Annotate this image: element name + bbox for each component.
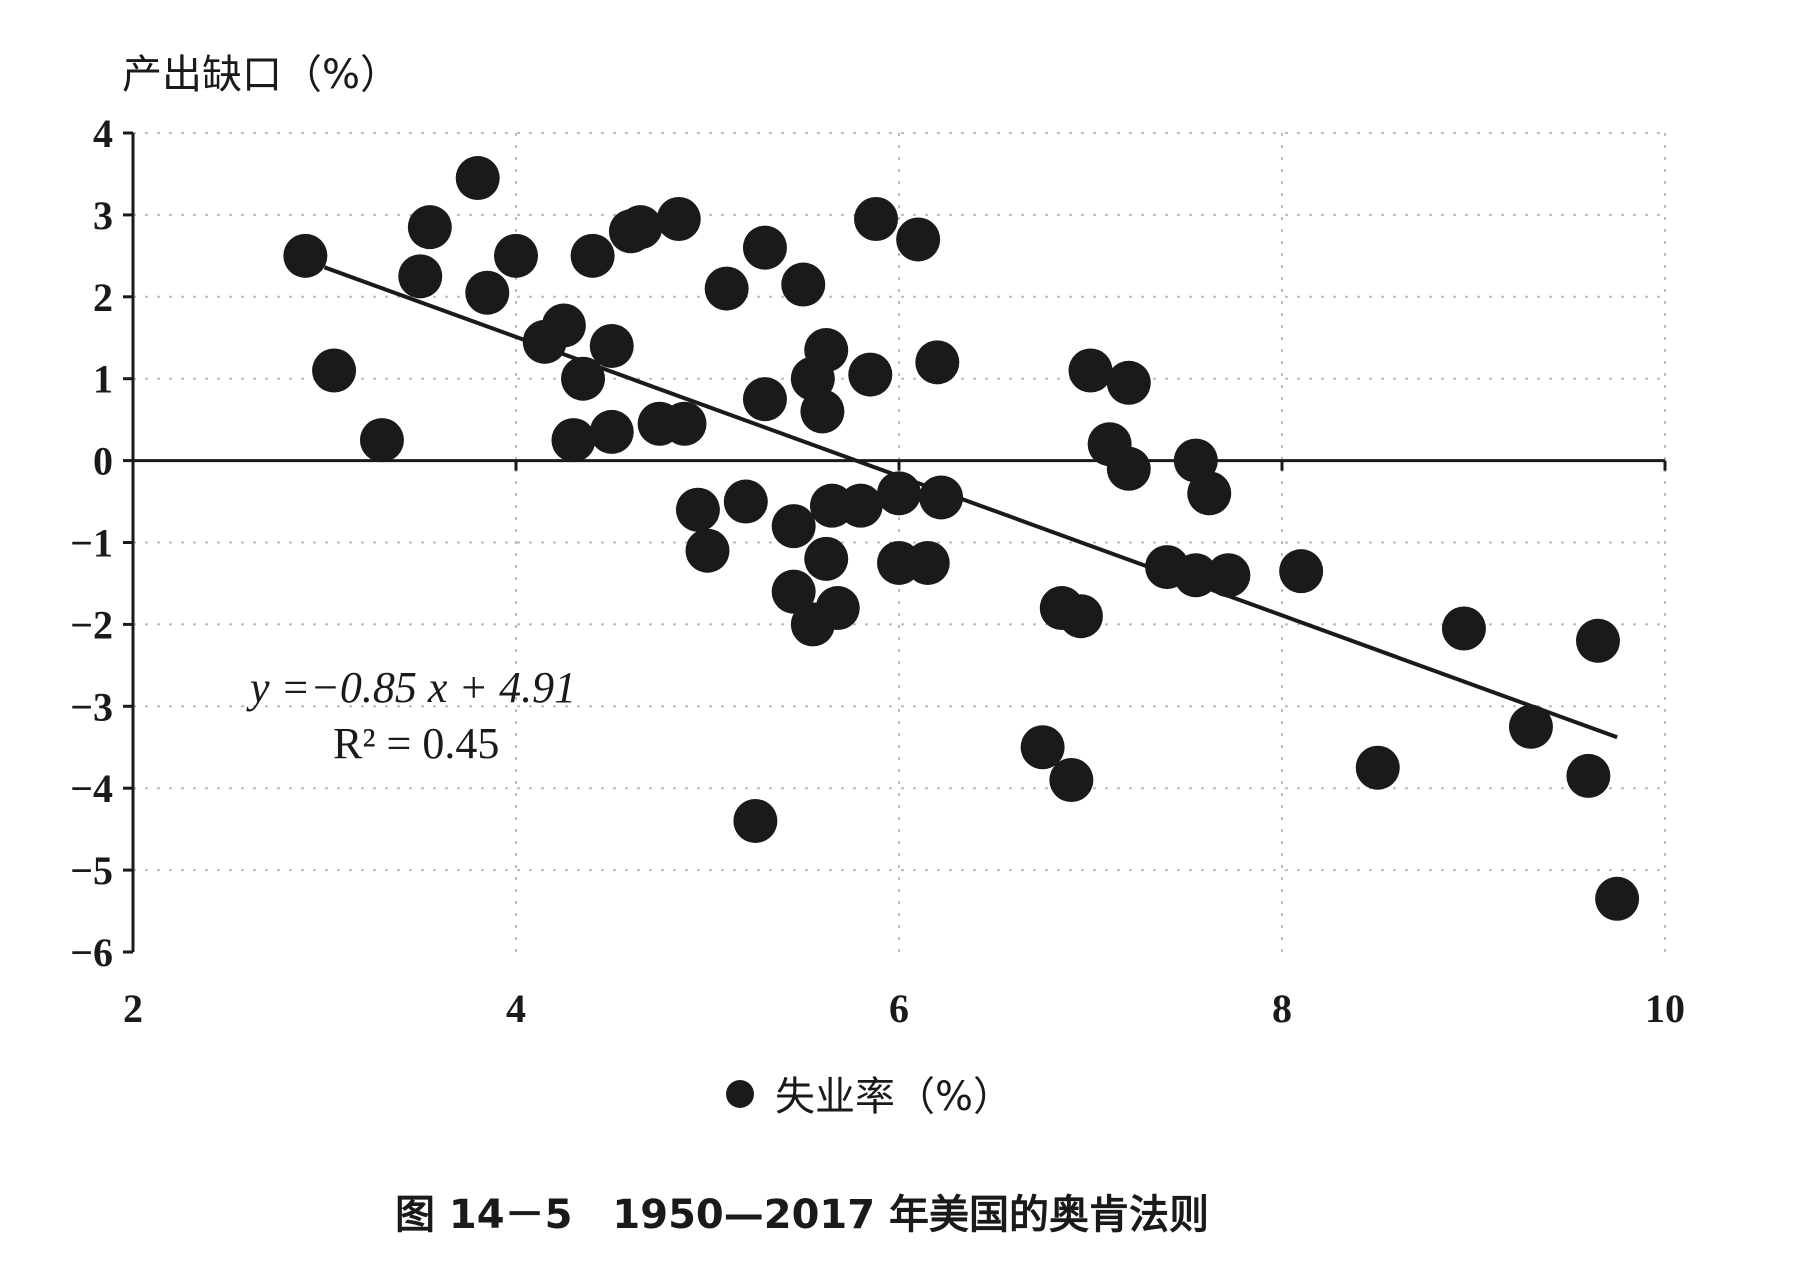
y-axis-title: 产出缺口（%） [122, 52, 400, 98]
data-point [1187, 471, 1232, 516]
data-point [407, 205, 452, 250]
data-point [455, 156, 500, 201]
data-point [838, 483, 883, 528]
regression-equation: y =−0.85 x + 4.91 [246, 663, 576, 712]
figure-caption: 图 14－5 1950—2017 年美国的奥肯法则 [395, 1192, 1209, 1238]
data-point [1355, 745, 1400, 790]
legend-marker [726, 1080, 754, 1108]
data-point [1058, 594, 1103, 639]
x-tick-label: 8 [1272, 986, 1292, 1031]
y-tick-label: −5 [70, 848, 113, 893]
data-point [359, 418, 404, 463]
data-point [551, 418, 596, 463]
data-point [1279, 549, 1324, 594]
data-point [1049, 758, 1094, 803]
data-point [804, 328, 849, 373]
data-point [896, 217, 941, 262]
legend-label: 失业率（%） [775, 1074, 1013, 1120]
data-point [854, 196, 899, 241]
data-point [800, 389, 845, 434]
data-point [656, 196, 701, 241]
y-tick-label: 3 [93, 193, 113, 238]
data-point [570, 233, 615, 278]
data-point [1020, 725, 1065, 770]
y-tick-label: −2 [70, 602, 113, 647]
x-tick-label: 4 [506, 986, 526, 1031]
data-point [1206, 553, 1251, 598]
trendline-line [323, 265, 1618, 740]
data-point [675, 487, 720, 532]
data-point [618, 205, 663, 250]
y-tick-label: 0 [93, 439, 113, 484]
data-point [465, 270, 510, 315]
data-point [704, 266, 749, 311]
data-point [723, 479, 768, 524]
data-point [1595, 876, 1640, 921]
data-point [742, 377, 787, 422]
x-tick-label: 2 [123, 986, 143, 1031]
data-point [877, 471, 921, 516]
data-point [742, 225, 787, 270]
data-point [781, 262, 826, 307]
data-point [561, 356, 606, 401]
data-point [494, 233, 538, 278]
data-point [733, 798, 778, 843]
data-point [283, 233, 328, 278]
y-tick-label: −6 [70, 930, 113, 975]
y-tick-label: −1 [70, 521, 113, 566]
data-point [771, 569, 816, 614]
data-points [283, 156, 1640, 921]
data-point [589, 323, 634, 368]
y-tick-label: −4 [70, 766, 113, 811]
data-point [905, 540, 950, 585]
data-point [1106, 446, 1151, 491]
data-point [1566, 753, 1611, 798]
data-point [1575, 618, 1620, 663]
data-point [848, 352, 893, 397]
data-point [1106, 360, 1151, 405]
x-tick-label: 10 [1645, 986, 1685, 1031]
data-point [804, 536, 849, 581]
data-point [771, 504, 816, 549]
y-tick-label: 2 [93, 275, 113, 320]
data-point [662, 401, 707, 446]
y-tick-label: 1 [93, 357, 113, 402]
data-point [589, 409, 634, 454]
data-point [541, 303, 586, 348]
data-point [312, 348, 357, 393]
y-tick-label: −3 [70, 684, 113, 729]
data-point [398, 254, 443, 299]
y-tick-label: 4 [93, 111, 113, 156]
data-point [815, 586, 860, 631]
r-squared-label: R² = 0.45 [333, 719, 499, 768]
trendline [323, 265, 1618, 740]
x-tick-label: 6 [889, 986, 909, 1031]
data-point [685, 528, 730, 573]
data-point [1508, 704, 1553, 749]
data-point [1441, 606, 1486, 651]
data-point [1068, 348, 1113, 393]
data-point [915, 340, 960, 385]
